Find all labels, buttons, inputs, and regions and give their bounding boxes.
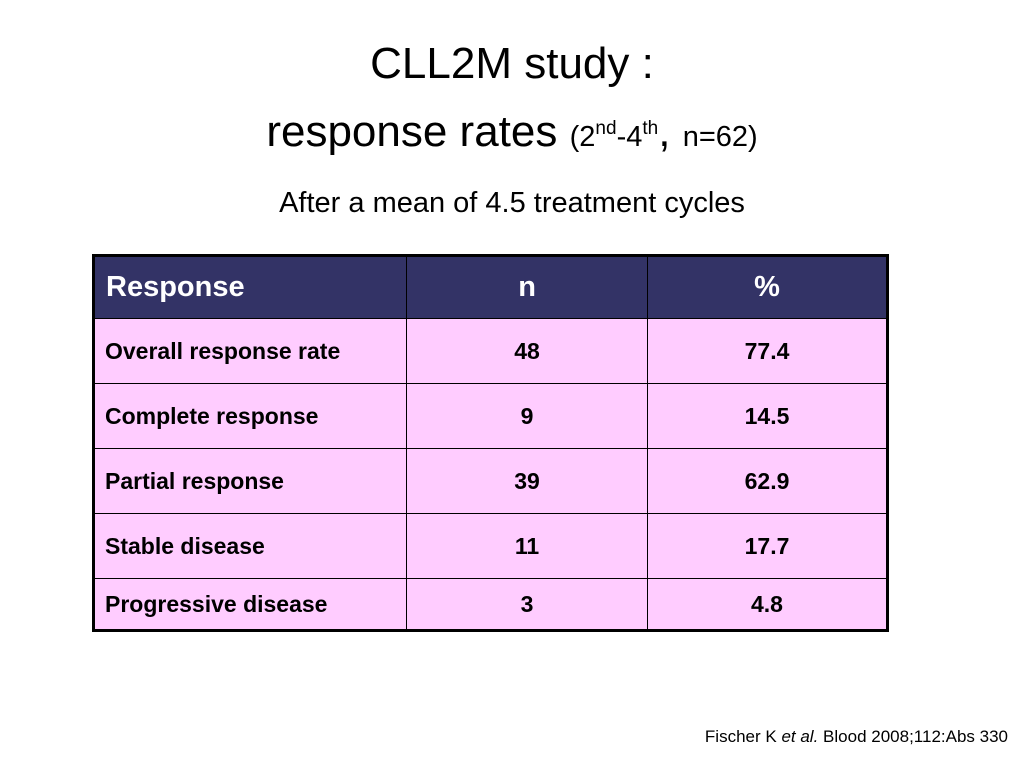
row-label: Stable disease — [92, 513, 408, 579]
row-n: 11 — [406, 513, 648, 579]
row-n: 48 — [406, 318, 648, 384]
title-comma: , — [658, 107, 671, 156]
header-n: n — [406, 255, 648, 319]
row-percent: 14.5 — [647, 383, 888, 449]
citation-etal: et al. — [781, 727, 819, 746]
response-table: Response n % Overall response rate 48 77… — [92, 254, 889, 632]
row-n: 9 — [406, 383, 648, 449]
title-dash: -4 — [616, 121, 643, 153]
table-row: Stable disease 11 17.7 — [92, 513, 888, 579]
title-paren-text: (2nd-4th — [569, 118, 659, 153]
title-n-count: n=62) — [682, 121, 758, 153]
title-line-1: CLL2M study : — [370, 39, 654, 88]
citation-author: Fischer K — [704, 727, 777, 746]
row-n: 39 — [406, 448, 648, 514]
row-percent: 4.8 — [647, 578, 888, 631]
row-percent: 77.4 — [647, 318, 888, 384]
citation: Fischer K et al. Blood 2008;112:Abs 330 — [705, 726, 1008, 748]
header-response: Response — [92, 255, 408, 319]
title-sup-th: th — [642, 118, 659, 139]
citation-source: Blood 2008;112:Abs 330 — [823, 727, 1008, 746]
row-label: Overall response rate — [92, 318, 408, 384]
row-label: Partial response — [92, 448, 408, 514]
row-label: Complete response — [92, 383, 408, 449]
title-line-2: response rates (2nd-4th, n=62) — [0, 106, 1024, 163]
table-row: Overall response rate 48 77.4 — [92, 318, 888, 384]
table-row: Complete response 9 14.5 — [92, 383, 888, 449]
table-header-row: Response n % — [92, 255, 888, 319]
title-main-text: response rates — [266, 107, 558, 156]
header-percent: % — [647, 255, 888, 319]
subtitle: After a mean of 4.5 treatment cycles — [279, 187, 745, 219]
row-percent: 17.7 — [647, 513, 888, 579]
row-percent: 62.9 — [647, 448, 888, 514]
row-n: 3 — [406, 578, 648, 631]
title-paren-open: (2 — [569, 121, 596, 153]
table-row: Partial response 39 62.9 — [92, 448, 888, 514]
title-sup-nd: nd — [595, 118, 617, 139]
table-row: Progressive disease 3 4.8 — [92, 578, 888, 631]
row-label: Progressive disease — [92, 578, 408, 631]
